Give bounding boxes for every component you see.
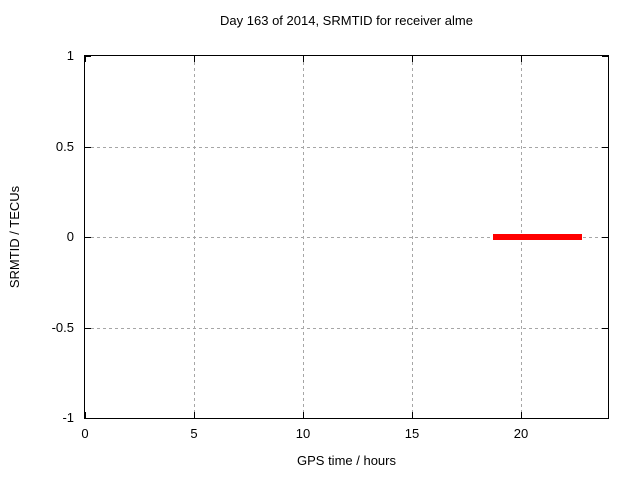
y-tick-right [602,147,608,148]
y-tick-left [85,237,91,238]
x-tick-top [412,56,413,62]
x-tick-bottom [521,412,522,418]
y-tick-label: 1 [66,48,74,63]
y-tick-right [602,237,608,238]
gridline-y-0 [85,237,608,238]
x-tick-bottom [303,412,304,418]
x-tick-top [521,56,522,62]
x-tick-label: 15 [404,426,420,441]
x-tick-top [85,56,86,62]
x-tick-bottom [194,412,195,418]
chart-title: Day 163 of 2014, SRMTID for receiver alm… [220,13,473,28]
x-tick-bottom [85,412,86,418]
series-segment-srmtid [493,234,582,240]
y-tick-right [602,418,608,419]
x-tick-top [194,56,195,62]
gridline-y--0.5 [85,328,608,329]
y-tick-label: 0.5 [55,139,74,154]
y-tick-left [85,418,91,419]
y-tick-left [85,328,91,329]
x-tick-bottom [412,412,413,418]
y-tick-left [85,147,91,148]
y-tick-right [602,56,608,57]
x-axis-label: GPS time / hours [297,453,396,468]
x-tick-label: 0 [81,426,89,441]
y-tick-label: -0.5 [51,320,74,335]
x-tick-top [303,56,304,62]
y-tick-right [602,328,608,329]
x-tick-label: 10 [295,426,311,441]
y-tick-label: 0 [66,229,74,244]
gridline-y-0.5 [85,147,608,148]
y-tick-left [85,56,91,57]
plot-area [84,55,609,419]
x-tick-label: 20 [513,426,529,441]
x-tick-label: 5 [190,426,198,441]
y-tick-label: -1 [62,410,74,425]
